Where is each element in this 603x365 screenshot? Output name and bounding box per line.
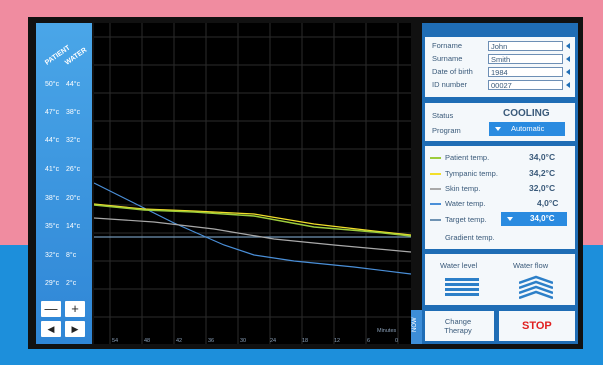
water-temp-value: 4,0°C [537,198,559,208]
temperature-axis-panel: PATIENT WATER 50°c 44°c 47°c 38°c 44°c 32°c… [36,23,92,344]
chevron-down-icon [507,217,513,221]
target-temp-value: 34,0°C [530,214,555,223]
x-tick: 18 [302,338,308,344]
x-tick: 6 [367,338,370,344]
forename-field[interactable]: John [488,41,563,51]
x-tick: 24 [270,338,276,344]
id-label: ID number [432,80,468,89]
tympanic-temp-label: Tympanic temp. [445,169,498,178]
stop-button[interactable]: STOP [499,311,575,341]
patient-temp-line [94,204,411,237]
x-axis-unit: Minutes [377,328,397,334]
status-card: Status COOLING Program Automatic [425,103,575,141]
status-value: COOLING [503,108,550,119]
zoom-in-button[interactable]: + [65,301,85,317]
status-label: Status [432,111,454,120]
temperature-card: Patient temp. 34,0°C Tympanic temp. 34,2… [425,146,575,249]
water-flow-label: Water flow [513,261,549,270]
dob-caret-icon [566,69,570,75]
x-tick: 36 [208,338,214,344]
patient-temp-label: Patient temp. [445,153,490,162]
water-level-label: Water level [440,261,478,270]
tympanic-temp-line [94,203,411,236]
zoom-out-button[interactable]: — [41,301,61,317]
patient-info-card: Forname John Surname Smith Date of birth… [425,37,575,97]
forename-caret-icon [566,43,570,49]
scroll-left-button[interactable]: ◀ [41,321,61,337]
dob-label: Date of birth [432,67,473,76]
water-flow-icon[interactable] [519,275,553,299]
patient-temp-value: 34,0°C [529,152,556,162]
target-temp-label: Target temp. [445,215,487,224]
stop-label: STOP [522,320,552,332]
x-tick: 30 [240,338,246,344]
tympanic-temp-value: 34,2°C [529,168,556,178]
scroll-right-button[interactable]: ▶ [65,321,85,337]
x-tick: 12 [334,338,340,344]
target-temp-dropdown[interactable]: 34,0°C [501,212,567,226]
id-field[interactable]: 00027 [488,80,563,90]
forename-label: Forname [432,41,463,50]
x-tick: 0 [395,338,398,344]
surname-field[interactable]: Smith [488,54,563,64]
water-temp-label: Water temp. [445,199,486,208]
program-label: Program [432,126,461,135]
tympanic-temp-legend-icon [430,173,441,175]
skin-temp-label: Skin temp. [445,184,481,193]
trend-chart: Minutes 54 48 42 36 30 24 18 12 6 0 [94,23,411,344]
program-value: Automatic [511,124,545,133]
change-therapy-button[interactable]: Change Therapy [425,311,494,341]
water-temp-legend-icon [430,203,441,205]
trend-plot: Minutes 54 48 42 36 30 24 18 12 6 0 [94,23,411,344]
x-tick: 48 [144,338,150,344]
skin-temp-value: 32,0°C [529,183,556,193]
dob-field[interactable]: 1984 [488,67,563,77]
surname-caret-icon [566,56,570,62]
chevron-down-icon [495,127,501,131]
patient-temp-legend-icon [430,157,441,159]
skin-temp-line [94,217,411,253]
gradient-temp-label: Gradient temp. [445,233,495,242]
id-caret-icon [566,82,570,88]
x-tick: 42 [176,338,182,344]
right-panel: Forname John Surname Smith Date of birth… [422,23,578,344]
change-therapy-label: Change Therapy [444,317,472,335]
skin-temp-legend-icon [430,188,441,190]
target-temp-legend-icon [430,219,441,221]
program-dropdown[interactable]: Automatic [489,122,565,136]
x-tick: 54 [112,338,118,344]
water-temp-line [94,182,411,275]
water-card: Water level Water flow [425,254,575,305]
surname-label: Surname [432,54,463,63]
now-tab[interactable]: NOW [411,310,422,344]
